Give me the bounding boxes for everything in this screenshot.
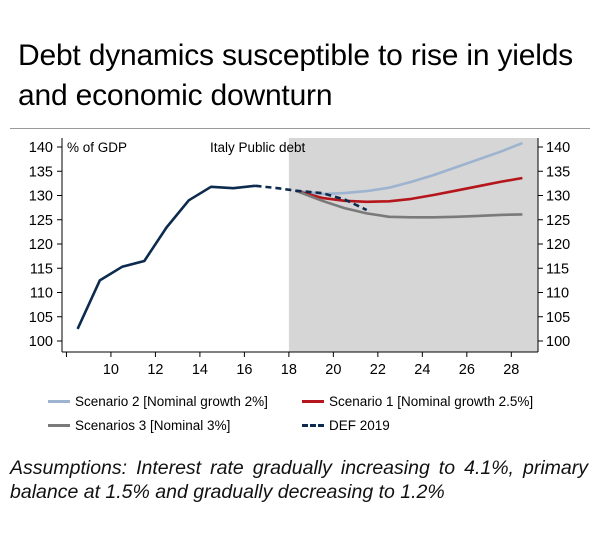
series-line-5 (295, 189, 368, 212)
y-tick-label-right: 120 (546, 237, 570, 253)
x-tick-label: 28 (503, 362, 519, 378)
y-tick-label-left: 125 (29, 213, 53, 229)
y-tick-label-left: 100 (29, 334, 53, 350)
y-tick-label-right: 135 (546, 164, 570, 180)
x-tick-label: 10 (103, 362, 119, 378)
series-line-4 (295, 189, 523, 219)
chart-subtitle: Italy Public debt (210, 140, 306, 155)
y-tick-label-right: 115 (546, 261, 569, 277)
y-tick-label-left: 140 (29, 140, 53, 156)
y-tick-label-right: 140 (546, 140, 570, 156)
y-tick-label-left: 130 (29, 189, 53, 205)
y-tick-label-right: 100 (546, 334, 570, 350)
y-tick-label-left: 120 (29, 237, 53, 253)
y-tick-label-left: 110 (30, 286, 53, 302)
y-tick-label-left: 115 (30, 261, 53, 277)
y-tick-label-right: 130 (546, 189, 570, 205)
x-tick-label: 26 (459, 362, 475, 378)
assumptions-footnote: Assumptions: Interest rate gradually inc… (10, 457, 588, 503)
y-axis-label: % of GDP (67, 140, 127, 155)
chart-title-heading: Debt dynamics susceptible to rise in yie… (18, 39, 573, 112)
series-line-3 (295, 176, 523, 204)
x-tick-label: 20 (325, 362, 341, 378)
y-tick-label-right: 105 (546, 310, 570, 326)
y-tick-label-left: 135 (29, 164, 53, 180)
series-line-0 (76, 184, 256, 330)
series-line-1 (255, 184, 296, 192)
x-tick-label: 14 (192, 362, 208, 378)
x-tick-label: 24 (414, 362, 430, 378)
forecast-shading (288, 138, 538, 352)
x-tick-label: 12 (147, 362, 163, 378)
x-tick-label: 18 (281, 362, 297, 378)
series-line-2 (295, 141, 523, 196)
y-tick-label-right: 110 (546, 286, 569, 302)
title-divider (10, 128, 590, 129)
y-tick-label-right: 125 (546, 213, 570, 229)
y-tick-label-left: 105 (29, 310, 53, 326)
x-tick-label: 22 (370, 362, 386, 378)
x-tick-label: 16 (236, 362, 252, 378)
